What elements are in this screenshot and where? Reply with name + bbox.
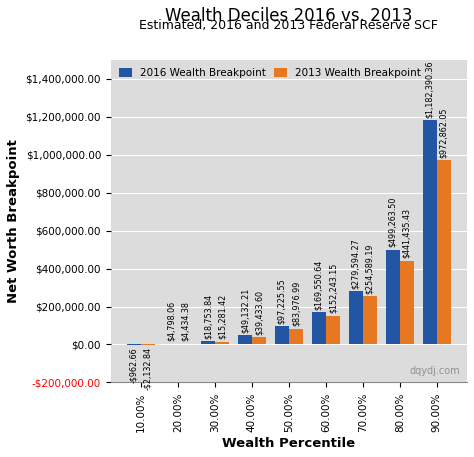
- X-axis label: Wealth Percentile: Wealth Percentile: [222, 437, 356, 450]
- Text: $15,281.42: $15,281.42: [218, 294, 227, 339]
- Bar: [275, 326, 289, 345]
- Text: $972,862.05: $972,862.05: [439, 107, 448, 158]
- Text: $169,550.64: $169,550.64: [314, 260, 323, 310]
- Bar: [289, 329, 303, 345]
- Bar: [312, 312, 326, 345]
- Bar: [423, 120, 437, 345]
- Bar: [164, 344, 178, 345]
- Bar: [178, 344, 192, 345]
- Bar: [201, 341, 215, 345]
- Text: $254,589.19: $254,589.19: [365, 244, 374, 294]
- Text: $279,594.27: $279,594.27: [351, 239, 360, 289]
- Text: dqydj.com: dqydj.com: [410, 366, 460, 376]
- Bar: [437, 160, 451, 345]
- Text: -$962.66: -$962.66: [129, 347, 138, 383]
- Title: Wealth Deciles 2016 vs. 2013: Wealth Deciles 2016 vs. 2013: [165, 7, 413, 25]
- Text: $4,434.38: $4,434.38: [181, 302, 190, 341]
- Text: $499,263.50: $499,263.50: [388, 197, 397, 247]
- Text: $39,433.60: $39,433.60: [255, 290, 264, 335]
- Text: $97,225.55: $97,225.55: [277, 278, 286, 324]
- Bar: [386, 250, 400, 345]
- Text: $152,243.15: $152,243.15: [328, 263, 337, 314]
- Text: $49,132.21: $49,132.21: [240, 287, 249, 333]
- Bar: [349, 292, 363, 345]
- Text: $18,753.84: $18,753.84: [203, 293, 212, 339]
- Bar: [326, 316, 340, 345]
- Bar: [400, 260, 414, 345]
- Bar: [215, 341, 229, 345]
- Text: $4,798.06: $4,798.06: [166, 301, 175, 341]
- Text: $441,435.43: $441,435.43: [402, 208, 411, 258]
- Text: $83,976.99: $83,976.99: [292, 281, 301, 326]
- Bar: [252, 337, 266, 345]
- Legend: 2016 Wealth Breakpoint, 2013 Wealth Breakpoint: 2016 Wealth Breakpoint, 2013 Wealth Brea…: [116, 65, 424, 81]
- Y-axis label: Net Worth Breakpoint: Net Worth Breakpoint: [7, 139, 20, 303]
- Bar: [363, 296, 377, 345]
- Bar: [238, 335, 252, 345]
- Text: Estimated, 2016 and 2013 Federal Reserve SCF: Estimated, 2016 and 2013 Federal Reserve…: [139, 19, 438, 32]
- Text: $1,182,390.36: $1,182,390.36: [425, 60, 434, 118]
- Text: -$2,132.84: -$2,132.84: [144, 347, 153, 390]
